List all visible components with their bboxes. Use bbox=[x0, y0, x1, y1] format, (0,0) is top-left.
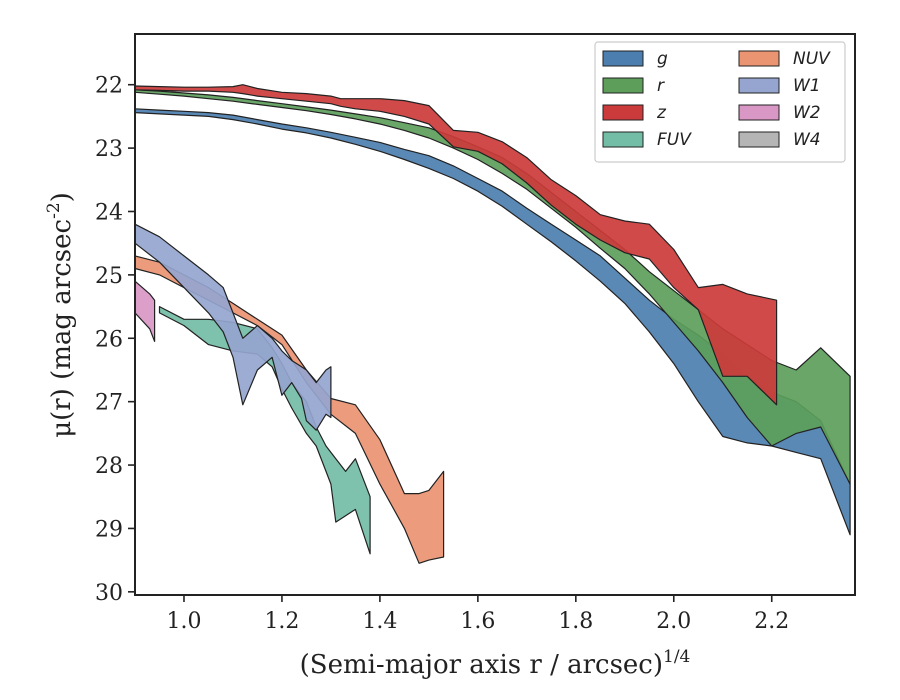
y-axis-label-main: μ(r) (mag arcsec bbox=[47, 219, 77, 438]
legend-box bbox=[594, 41, 846, 163]
x-tick-label: 1.2 bbox=[264, 609, 299, 634]
x-axis: 1.0 1.2 1.4 1.6 1.8 2.0 2.2 bbox=[166, 595, 789, 634]
legend-swatch-w2 bbox=[738, 104, 780, 121]
legend-swatch-g bbox=[602, 50, 644, 67]
legend-label-g: g bbox=[657, 49, 668, 69]
x-tick-label: 1.0 bbox=[166, 609, 201, 634]
legend-swatch-nuv bbox=[738, 50, 780, 67]
x-tick-label: 1.6 bbox=[460, 609, 495, 634]
x-tick-label: 2.2 bbox=[754, 609, 789, 634]
legend-swatch-w1 bbox=[738, 77, 780, 94]
band-r bbox=[134, 89, 851, 485]
legend: grz FUV NUV W1 W2 W4 bbox=[594, 41, 846, 163]
y-axis: 22 23 24 25 26 27 28 29 30 bbox=[95, 74, 135, 606]
legend-label-nuv: NUV bbox=[793, 49, 831, 69]
legend-label-w4: W4 bbox=[793, 130, 821, 150]
y-axis-label-exponent: -2 bbox=[44, 202, 64, 219]
legend-swatch-fuv bbox=[602, 131, 644, 148]
legend-label-fuv: FUV bbox=[657, 130, 692, 150]
y-tick-label: 30 bbox=[95, 581, 123, 606]
band-nuv bbox=[134, 255, 445, 564]
legend-label-r: r bbox=[657, 76, 665, 96]
x-tick-label: 1.8 bbox=[558, 609, 593, 634]
y-tick-label: 29 bbox=[95, 517, 123, 542]
legend-label-w2: W2 bbox=[793, 103, 821, 123]
legend-label-z: z bbox=[656, 103, 667, 123]
plot-frame bbox=[134, 33, 856, 596]
y-tick-label: 24 bbox=[95, 200, 123, 225]
band-w1 bbox=[134, 223, 332, 431]
x-tick-label: 2.0 bbox=[656, 609, 691, 634]
band-g bbox=[134, 108, 851, 536]
x-axis-label-exponent: 1/4 bbox=[663, 647, 690, 667]
legend-swatch-z bbox=[602, 104, 644, 121]
band-areas bbox=[134, 84, 851, 564]
y-tick-label: 25 bbox=[95, 264, 123, 289]
x-tick-label: 1.4 bbox=[362, 609, 397, 634]
y-axis-label: μ(r) (mag arcsec-2) bbox=[44, 192, 77, 438]
legend-swatch-w4 bbox=[738, 131, 780, 148]
legend-swatch-r bbox=[602, 77, 644, 94]
band-w2 bbox=[134, 280, 156, 342]
legend-label-w1: W1 bbox=[793, 76, 821, 96]
y-tick-label: 28 bbox=[95, 454, 123, 479]
y-tick-label: 22 bbox=[95, 74, 123, 99]
y-tick-label: 27 bbox=[95, 391, 123, 416]
x-axis-label-main: (Semi-major axis r / arcsec) bbox=[300, 650, 663, 680]
x-axis-label: (Semi-major axis r / arcsec)1/4 bbox=[300, 647, 691, 680]
band-z bbox=[134, 84, 778, 406]
y-axis-label-end: ) bbox=[47, 192, 77, 202]
y-tick-label: 26 bbox=[95, 327, 123, 352]
y-tick-label: 23 bbox=[95, 137, 123, 162]
